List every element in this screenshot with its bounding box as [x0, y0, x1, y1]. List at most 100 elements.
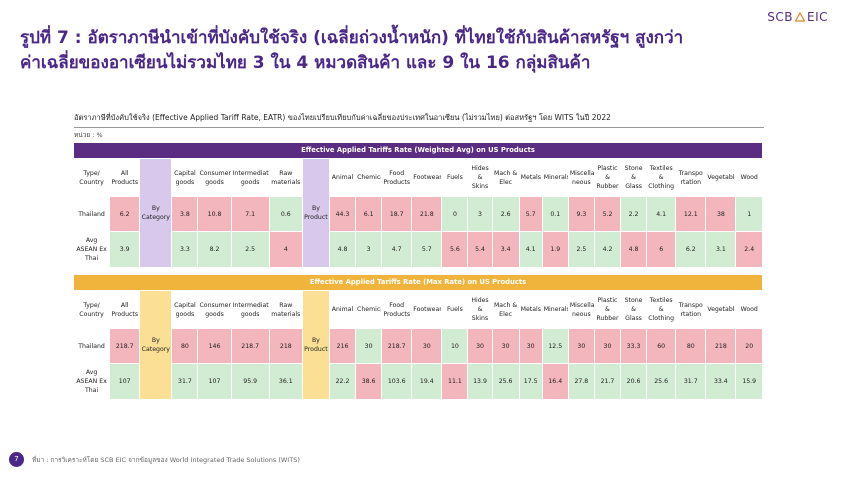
value-cell: 33.3	[619, 328, 648, 364]
value-cell: 0.6	[268, 196, 303, 232]
max-rate-table: Effective Applied Tariffs Rate (Max Rate…	[72, 274, 763, 400]
col-header-category: Capital goods	[171, 290, 199, 329]
value-cell: 10	[441, 328, 469, 364]
page-title: รูปที่ 7 : อัตราภาษีนำเข้าที่บังคับใช้จร…	[20, 26, 830, 76]
value-cell: 30	[355, 328, 383, 364]
col-header-all-products: All Products	[109, 290, 141, 329]
col-header-product: Transpo rtation	[675, 158, 707, 197]
col-header-product: Fuels	[441, 290, 469, 329]
value-cell: 31.7	[675, 363, 707, 400]
by-product-label: By Product	[301, 290, 330, 400]
value-cell: 3.8	[171, 196, 199, 232]
col-header-product: Metals	[518, 290, 543, 329]
value-cell: 12.1	[675, 196, 707, 232]
col-header-product: Vegetable	[705, 290, 737, 329]
col-header-product: Food Products	[381, 290, 413, 329]
value-cell: 5.7	[411, 231, 443, 268]
col-header-product: Mach & Elec	[491, 290, 520, 329]
col-header-product: Textiles & Clothing	[646, 290, 677, 329]
value-cell: 5.2	[593, 196, 622, 232]
unit-label: หน่วย : %	[74, 131, 103, 139]
value-cell: 30	[411, 328, 443, 364]
value-cell: 146	[197, 328, 232, 364]
value-cell: 218.7	[381, 328, 413, 364]
weighted-avg-table: Effective Applied Tariffs Rate (Weighted…	[72, 142, 763, 268]
value-cell: 27.8	[567, 363, 595, 400]
value-cell: 22.2	[328, 363, 357, 400]
value-cell: 218.7	[109, 328, 141, 364]
value-cell: 30	[567, 328, 595, 364]
value-cell: 1	[735, 196, 763, 232]
value-cell: 4.1	[518, 231, 543, 268]
value-cell: 31.7	[171, 363, 199, 400]
col-header-product: Minerals	[541, 158, 569, 197]
value-cell: 44.3	[328, 196, 357, 232]
col-header-product: Wood	[735, 158, 763, 197]
col-header-type-country: Type/ Country	[72, 290, 111, 329]
col-header-product: Chemicals	[355, 290, 383, 329]
col-header-product: Plastic & Rubber	[593, 158, 622, 197]
by-category-label: By Category	[139, 158, 173, 268]
source-note: ที่มา : การวิเคราะห์โดย SCB EIC จากข้อมู…	[32, 456, 300, 464]
value-cell: 2.2	[620, 196, 648, 232]
value-cell: 2.6	[491, 196, 520, 232]
value-cell: 20	[735, 328, 763, 364]
value-cell: 5.6	[441, 231, 469, 268]
value-cell: 216	[328, 328, 357, 364]
value-cell: 4.8	[328, 231, 357, 268]
value-cell: 218	[705, 328, 737, 364]
value-cell: 3	[467, 196, 493, 232]
col-header-product: Hides & Skins	[467, 290, 493, 329]
col-header-product: Mach & Elec	[491, 158, 520, 197]
value-cell: 18.7	[381, 196, 413, 232]
col-header-product: Transpo rtation	[675, 290, 707, 329]
col-header-product: Chemicals	[355, 158, 383, 197]
table-header: Effective Applied Tariffs Rate (Max Rate…	[73, 274, 763, 291]
col-header-product: Textiles & Clothing	[646, 158, 677, 197]
value-cell: 25.6	[646, 363, 677, 400]
value-cell: 21.7	[593, 363, 622, 400]
logo-text-eic: EIC	[807, 10, 828, 24]
value-cell: 218	[268, 328, 303, 364]
col-header-category: Raw materials	[268, 290, 303, 329]
col-header-product: Metals	[518, 158, 543, 197]
table-row: Avg ASEAN Ex Thai 107 31.7 107 95.9 36.1 22.2 3…	[72, 363, 763, 400]
col-header-product: Vegetable	[705, 158, 737, 197]
col-header-product: Animal	[328, 158, 357, 197]
value-cell: 1.9	[541, 231, 569, 268]
col-header-product: Minerals	[541, 290, 569, 329]
figure-subtitle: อัตราภาษีที่บังคับใช้จริง (Effective App…	[74, 112, 764, 128]
value-cell: 21.8	[411, 196, 443, 232]
col-header-product: Stone & Glass	[619, 290, 648, 329]
footer: 7 ที่มา : การวิเคราะห์โดย SCB EIC จากข้อ…	[0, 450, 850, 472]
table-row: Avg ASEAN Ex Thai 3.9 3.3 8.2 2.5 4 4.8 3 4.7 5.7…	[72, 231, 763, 268]
value-cell: 17.5	[518, 363, 543, 400]
by-category-label: By Category	[139, 290, 173, 400]
row-label-asean: Avg ASEAN Ex Thai	[72, 231, 111, 268]
value-cell: 30	[491, 328, 520, 364]
value-cell: 4	[268, 231, 303, 268]
value-cell: 107	[197, 363, 232, 400]
value-cell: 9.3	[567, 196, 595, 232]
value-cell: 6.2	[675, 231, 707, 268]
value-cell: 10.8	[197, 196, 232, 232]
col-header-product: Fuels	[441, 158, 469, 197]
value-cell: 38.6	[355, 363, 383, 400]
value-cell: 4.2	[593, 231, 622, 268]
value-cell: 5.7	[518, 196, 543, 232]
col-header-product: Footwear	[411, 158, 443, 197]
row-label-asean: Avg ASEAN Ex Thai	[72, 363, 111, 400]
value-cell: 60	[646, 328, 677, 364]
col-header-category: Consumer goods	[197, 158, 232, 197]
value-cell: 30	[518, 328, 543, 364]
value-cell: 33.4	[705, 363, 737, 400]
value-cell: 80	[675, 328, 707, 364]
col-header-category: Raw materials	[268, 158, 303, 197]
value-cell: 95.9	[230, 363, 270, 400]
col-header-product: Hides & Skins	[467, 158, 493, 197]
value-cell: 3.1	[705, 231, 737, 268]
value-cell: 25.6	[491, 363, 520, 400]
col-header-product: Food Products	[381, 158, 413, 197]
value-cell: 6.1	[355, 196, 383, 232]
col-header-product: Miscella neous	[567, 158, 595, 197]
